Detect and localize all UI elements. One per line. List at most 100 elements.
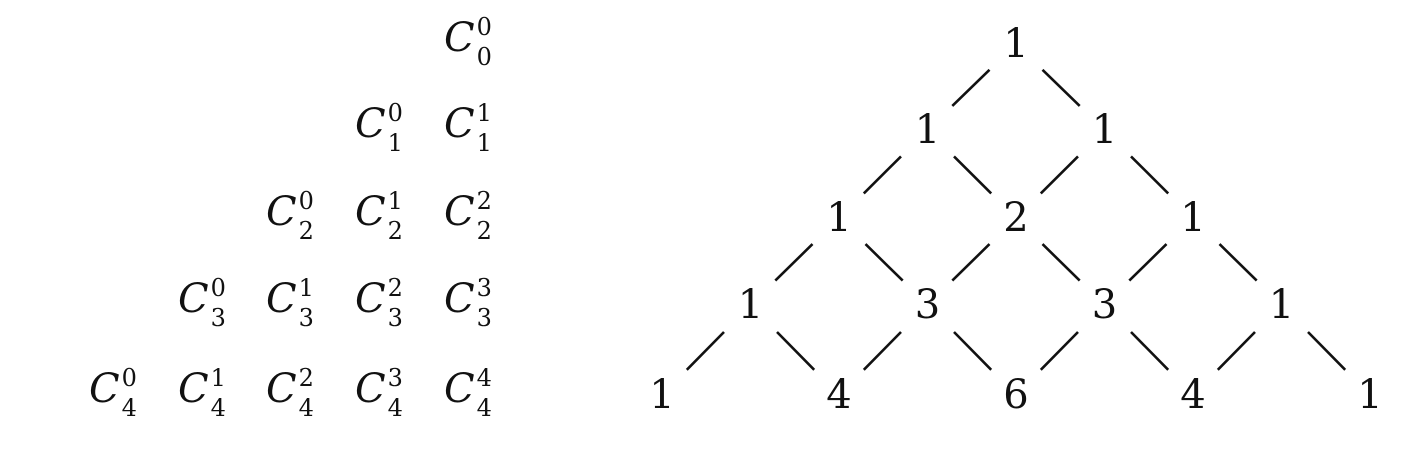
combination-symbol: C xyxy=(178,275,209,322)
combination-superscript: 1 xyxy=(387,186,403,215)
combination-symbol: C xyxy=(355,100,386,147)
combination-subscript: 0 xyxy=(476,42,492,71)
pascal-entry-2-2: 1 xyxy=(1180,195,1206,241)
combination-superscript: 3 xyxy=(387,363,403,392)
connector-1-0-left xyxy=(862,155,902,195)
combination-subscript: 1 xyxy=(476,128,492,157)
combination-subscript: 3 xyxy=(210,303,226,332)
pascal-entry-4-2: 6 xyxy=(1003,372,1029,418)
combination-subscript: 4 xyxy=(387,393,403,422)
connector-3-1-right xyxy=(953,331,993,371)
combination-superscript: 2 xyxy=(298,363,314,392)
combination-subscript: 3 xyxy=(387,303,403,332)
combination-symbol: C xyxy=(89,365,120,412)
combination-subscript: 4 xyxy=(121,393,137,422)
pascal-entry-3-2: 3 xyxy=(1091,282,1118,328)
pascal-entry-4-4: 1 xyxy=(1357,372,1383,418)
connector-3-3-left xyxy=(1216,331,1256,371)
combination-subscript: 4 xyxy=(210,393,226,422)
combination-superscript: 0 xyxy=(210,273,226,302)
pascal-entry-2-0: 1 xyxy=(826,195,852,241)
combination-superscript: 0 xyxy=(121,363,137,392)
combination-subscript: 2 xyxy=(476,216,492,245)
combination-symbol: C xyxy=(355,365,386,412)
combination-superscript: 3 xyxy=(476,273,492,302)
combination-subscript: 2 xyxy=(387,216,403,245)
pascal-entry-2-1: 2 xyxy=(1003,195,1029,241)
combination-symbol: C xyxy=(266,365,297,412)
pascal-entry-4-3: 4 xyxy=(1180,372,1206,418)
combination-superscript: 2 xyxy=(387,273,403,302)
combination-subscript: 4 xyxy=(476,393,492,422)
connector-2-1-left xyxy=(951,243,991,282)
pascal-entry-3-1: 3 xyxy=(914,282,941,328)
combination-subscript: 3 xyxy=(476,303,492,332)
connector-0-0-left xyxy=(951,68,991,107)
connector-3-2-right xyxy=(1130,331,1170,371)
combination-symbol: C xyxy=(266,188,297,235)
combination-symbol: C xyxy=(444,100,475,147)
combination-symbol: C xyxy=(355,188,386,235)
combination-superscript: 0 xyxy=(476,12,492,41)
combination-superscript: 2 xyxy=(476,186,492,215)
combination-subscript: 1 xyxy=(387,128,403,157)
connector-2-0-left xyxy=(774,243,814,282)
combination-superscript: 4 xyxy=(476,363,492,392)
connector-3-0-left xyxy=(685,331,725,371)
combination-symbol: C xyxy=(444,14,475,61)
combination-subscript: 4 xyxy=(298,393,314,422)
connector-0-0-right xyxy=(1041,68,1081,107)
combination-symbol: C xyxy=(444,365,475,412)
pascal-entry-1-1: 1 xyxy=(1091,107,1118,153)
combination-superscript: 0 xyxy=(298,186,314,215)
combination-symbol: C xyxy=(178,365,209,412)
combination-subscript: 2 xyxy=(298,216,314,245)
connector-1-1-right xyxy=(1130,155,1170,195)
connector-3-1-left xyxy=(862,331,902,371)
combination-symbol: C xyxy=(444,188,475,235)
pascal-entry-1-0: 1 xyxy=(914,107,941,153)
connector-1-1-left xyxy=(1039,155,1079,195)
connector-2-2-left xyxy=(1128,243,1168,282)
combination-symbol: C xyxy=(266,275,297,322)
connector-2-1-right xyxy=(1041,243,1081,282)
pascal-entry-3-3: 1 xyxy=(1268,282,1295,328)
combination-symbol: C xyxy=(355,275,386,322)
combination-superscript: 1 xyxy=(298,273,314,302)
combination-superscript: 1 xyxy=(210,363,226,392)
connector-3-3-right xyxy=(1307,331,1347,371)
combination-symbol: C xyxy=(444,275,475,322)
combination-superscript: 0 xyxy=(387,98,403,127)
connector-2-0-right xyxy=(864,243,904,282)
connector-2-2-right xyxy=(1218,243,1258,282)
connector-3-0-right xyxy=(776,331,816,371)
